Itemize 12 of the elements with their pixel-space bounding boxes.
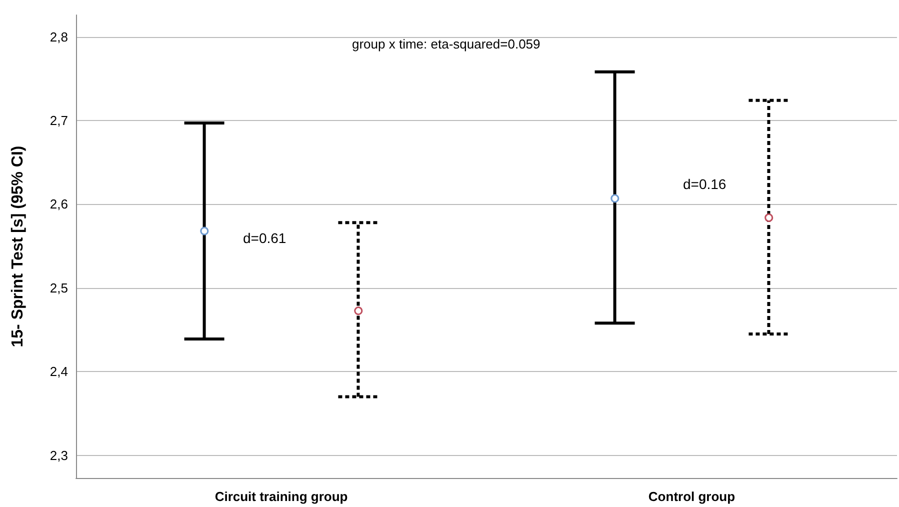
y-tick-label: 2,6 xyxy=(50,196,68,212)
x-tick-label: Control group xyxy=(648,489,736,504)
y-tick-label: 2,5 xyxy=(50,280,68,296)
x-tick-label: Circuit training group xyxy=(214,489,348,504)
y-axis-title: 15- Sprint Test [s] (95% CI) xyxy=(10,146,26,348)
annotation: d=0.16 xyxy=(683,176,726,192)
y-tick-label: 2,3 xyxy=(50,448,68,463)
y-tick-label: 2,8 xyxy=(50,29,68,44)
annotation: group x time: eta-squared=0.059 xyxy=(352,36,540,52)
y-tick-label: 2,7 xyxy=(50,112,68,128)
y-tick-label: 2,4 xyxy=(50,364,68,380)
annotation: d=0.61 xyxy=(243,230,286,246)
